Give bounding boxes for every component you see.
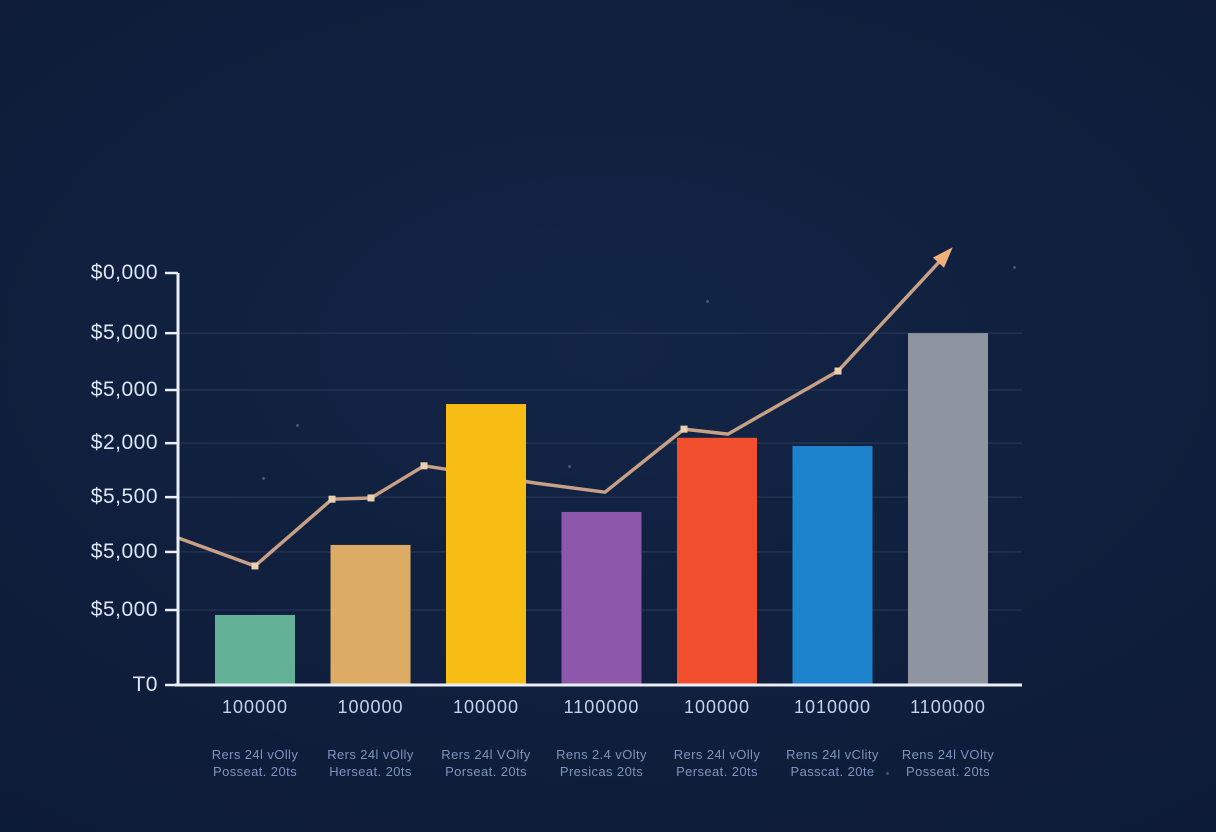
background-speck bbox=[296, 424, 299, 427]
line-marker bbox=[367, 494, 375, 502]
category-sublabel-line1: Rers 24l vOlly bbox=[327, 747, 414, 762]
x-axis-tick-label: 100000 bbox=[337, 697, 404, 717]
y-axis-tick-label: $2,000 bbox=[90, 431, 158, 455]
x-axis-tick-label: 100000 bbox=[221, 697, 289, 717]
category-sublabel-line1: Rers 24l vOlly bbox=[673, 747, 761, 762]
category-sublabel-line2: Posseat. 20ts bbox=[906, 763, 990, 779]
y-axis-tick-label: T0 bbox=[132, 673, 158, 696]
category-sublabel-line2: Posseat. 20ts bbox=[213, 763, 297, 779]
category-sublabel-line1: Rens 2.4 vOlty bbox=[556, 747, 647, 762]
bar bbox=[446, 404, 526, 685]
trend-arrowhead-icon bbox=[932, 247, 953, 268]
y-axis-tick-label: $5,000 bbox=[90, 539, 158, 563]
bar bbox=[792, 446, 873, 685]
category-sublabel: Rens 2.4 vOlty Presicas 20ts bbox=[527, 747, 677, 780]
background-speck bbox=[262, 477, 265, 480]
y-axis-tick-label: $0,000 bbox=[90, 261, 158, 284]
category-sublabel-line1: Rens 24l VOlty bbox=[901, 747, 995, 762]
trend-line bbox=[176, 250, 950, 568]
category-sublabel: Rens 24l vClity Passcat. 20te bbox=[758, 747, 908, 780]
x-axis-tick-label: 100000 bbox=[452, 697, 520, 717]
category-sublabel: Rers 24l VOlfy Porseat. 20ts bbox=[411, 747, 561, 780]
category-sublabel: Rens 24l VOlty Posseat. 20ts bbox=[873, 747, 1023, 780]
category-sublabel-line2: Passcat. 20te bbox=[790, 763, 875, 779]
bar bbox=[330, 544, 411, 685]
background-speck bbox=[886, 772, 889, 775]
background-speck bbox=[568, 465, 571, 468]
bar bbox=[908, 333, 988, 685]
category-sublabel-line2: Herseat. 20ts bbox=[329, 763, 412, 779]
category-sublabel-line1: Rens 24l vClity bbox=[786, 747, 879, 762]
line-marker bbox=[834, 367, 842, 375]
bar bbox=[215, 614, 295, 685]
category-sublabel-line2: Presicas 20ts bbox=[559, 763, 644, 779]
y-axis-tick-label: $5,000 bbox=[90, 378, 158, 401]
category-sublabel-line1: Rers 24l vOlly bbox=[211, 747, 299, 762]
y-axis-tick-label: $5,000 bbox=[90, 321, 158, 345]
y-axis-tick-label: $5,500 bbox=[90, 485, 158, 509]
category-sublabel-line2: Perseat. 20ts bbox=[676, 763, 758, 779]
line-marker bbox=[328, 495, 336, 503]
category-sublabel: Rers 24l vOlly Posseat. 20ts bbox=[180, 747, 330, 780]
background-speck bbox=[706, 300, 709, 303]
x-axis-tick-label: 1100000 bbox=[910, 697, 986, 717]
line-marker bbox=[420, 462, 428, 470]
x-axis-tick-label: 1100000 bbox=[563, 697, 640, 717]
line-marker bbox=[680, 425, 688, 433]
category-sublabel: Rers 24l vOlly Perseat. 20ts bbox=[642, 747, 792, 780]
bar bbox=[561, 511, 642, 685]
category-sublabel-line2: Porseat. 20ts bbox=[445, 763, 527, 779]
background-speck bbox=[1013, 266, 1016, 269]
y-axis-tick-label: $5,000 bbox=[90, 598, 158, 622]
x-axis-tick-label: 100000 bbox=[683, 697, 751, 717]
line-marker bbox=[251, 562, 259, 570]
bar bbox=[677, 437, 757, 685]
category-sublabel: Rers 24l vOlly Herseat. 20ts bbox=[296, 747, 446, 780]
category-sublabel-line1: Rers 24l VOlfy bbox=[441, 747, 531, 762]
x-axis-tick-label: 1010000 bbox=[793, 697, 872, 717]
